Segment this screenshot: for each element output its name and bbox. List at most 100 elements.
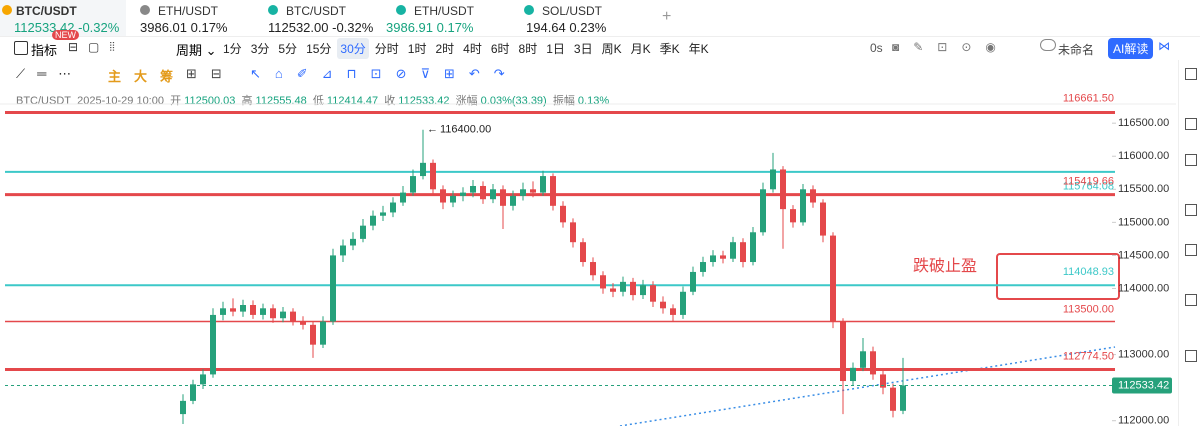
- candle-body: [610, 288, 616, 292]
- candle-body: [490, 189, 496, 200]
- candle-body: [840, 321, 846, 382]
- candle-body: [560, 205, 566, 223]
- label: 高: [241, 95, 253, 107]
- indicator-icon: [14, 41, 28, 55]
- y-tick-label: 113000.00: [1118, 348, 1169, 360]
- add-tab[interactable]: +: [662, 8, 672, 25]
- price: 194.64: [526, 20, 566, 35]
- candle-body: [700, 262, 706, 272]
- candle-body: [820, 202, 826, 236]
- candle-body: [360, 225, 366, 239]
- candle-body: [650, 285, 656, 302]
- tool[interactable]: 大: [134, 69, 148, 84]
- tool-icons[interactable]: ↖⌂✐⊿⊓⊡⊘⊽⊞↶↷: [250, 66, 519, 81]
- interval[interactable]: 15分: [306, 42, 332, 56]
- candle-body: [250, 305, 256, 315]
- icon[interactable]: [1185, 68, 1197, 80]
- change: -0.32%: [78, 20, 120, 35]
- interval[interactable]: 季K: [659, 42, 680, 56]
- tab-bar: BTC/USDT 112533.42 -0.32% ETH/USDT 3986.01…: [0, 0, 1200, 37]
- interval[interactable]: 8时: [518, 42, 538, 56]
- candle-body: [800, 189, 806, 223]
- label: 收: [384, 95, 396, 107]
- layout-name[interactable]: 未命名: [1058, 43, 1095, 57]
- tool-icons[interactable]: ⟋═⋯: [16, 66, 84, 81]
- icon[interactable]: [1185, 204, 1197, 216]
- candle-body: [830, 235, 836, 322]
- icon[interactable]: [1185, 118, 1197, 130]
- icon[interactable]: [1185, 244, 1197, 256]
- tool[interactable]: 筹: [160, 69, 174, 84]
- ai-button[interactable]: AI解读: [1108, 38, 1154, 59]
- interval[interactable]: 3日: [573, 42, 593, 56]
- icons[interactable]: ⊟ ▢ ⦙⦙: [68, 40, 115, 54]
- interval[interactable]: 5分: [278, 42, 298, 56]
- right-sidebar: [1178, 60, 1200, 426]
- candle-body: [760, 189, 766, 233]
- candle-body: [890, 387, 896, 411]
- interval[interactable]: 1日: [546, 42, 565, 56]
- candle-body: [470, 185, 476, 193]
- candle-body: [740, 242, 746, 263]
- candle-body: [680, 291, 686, 315]
- candle-body: [630, 281, 636, 296]
- candle-body: [810, 189, 816, 203]
- coin-icon: [268, 5, 278, 15]
- interval[interactable]: 3分: [250, 42, 270, 56]
- y-tick-label: 114000.00: [1118, 282, 1169, 294]
- candle-body: [860, 351, 866, 368]
- candle-body: [720, 255, 726, 259]
- coin-icon: [524, 5, 534, 15]
- change: 0.17%: [190, 20, 228, 35]
- tab[interactable]: ETH/USDT 3986.91 0.17%: [384, 0, 510, 36]
- interval[interactable]: 月K: [630, 42, 651, 56]
- indicator-button[interactable]: 指标: [31, 43, 58, 58]
- price: 3986.01: [140, 20, 187, 35]
- candle-body: [320, 321, 326, 345]
- interval[interactable]: 30分: [337, 38, 369, 59]
- candle-body: [870, 351, 876, 375]
- note-box: [996, 253, 1120, 300]
- level-label: 115419.66: [1063, 176, 1114, 188]
- icon[interactable]: [1185, 350, 1197, 362]
- level-label: 114048.93: [1063, 266, 1114, 278]
- change: -0.32%: [332, 20, 374, 35]
- candle-body: [670, 308, 676, 315]
- candle-body: [690, 271, 696, 292]
- interval[interactable]: 1时: [407, 42, 427, 56]
- icons[interactable]: ◙✎⊡⊙◉: [892, 40, 1010, 54]
- tab[interactable]: BTC/USDT 112532.00 -0.32%: [256, 0, 382, 36]
- candle-body: [750, 232, 756, 263]
- y-tick-label: 116000.00: [1118, 150, 1169, 162]
- candle-body: [710, 255, 716, 263]
- candle-body: [880, 374, 886, 388]
- candle-body: [790, 209, 796, 223]
- high-arrow: ←: [427, 124, 438, 136]
- candle-body: [770, 169, 776, 190]
- tab[interactable]: ETH/USDT 3986.01 0.17%: [128, 0, 254, 36]
- interval[interactable]: 周K: [601, 42, 622, 56]
- candle-body: [220, 308, 226, 315]
- timer: 0s: [870, 41, 883, 55]
- tab[interactable]: SOL/USDT 194.64 0.23%: [512, 0, 638, 36]
- candle-body: [440, 189, 446, 203]
- share-icon[interactable]: ⋈: [1158, 39, 1170, 53]
- interval[interactable]: 6时: [490, 42, 510, 56]
- interval-list: 1分 3分 5分 15分 30分 分时 1时 2时 4时 6时 8时 1日 3日 周K 月K 季K 年K: [220, 38, 715, 59]
- interval[interactable]: 2时: [435, 42, 455, 56]
- candle-body: [900, 385, 906, 411]
- tool-icons[interactable]: ⊞⊟: [186, 66, 236, 81]
- period-button[interactable]: 周期 ⌄: [176, 43, 217, 58]
- interval[interactable]: 分时: [374, 42, 399, 56]
- y-tick-label: 115500.00: [1118, 183, 1169, 195]
- candle-body: [230, 308, 236, 312]
- tool[interactable]: 主: [108, 69, 122, 84]
- interval[interactable]: 年K: [688, 42, 709, 56]
- last-price-label: 112533.42: [1118, 379, 1169, 391]
- interval[interactable]: 4时: [463, 42, 482, 56]
- level-label: 115764.08: [1063, 181, 1114, 193]
- icon[interactable]: [1185, 154, 1197, 166]
- icon[interactable]: [1185, 294, 1197, 306]
- candle-body: [350, 238, 356, 246]
- interval[interactable]: 1分: [223, 42, 242, 56]
